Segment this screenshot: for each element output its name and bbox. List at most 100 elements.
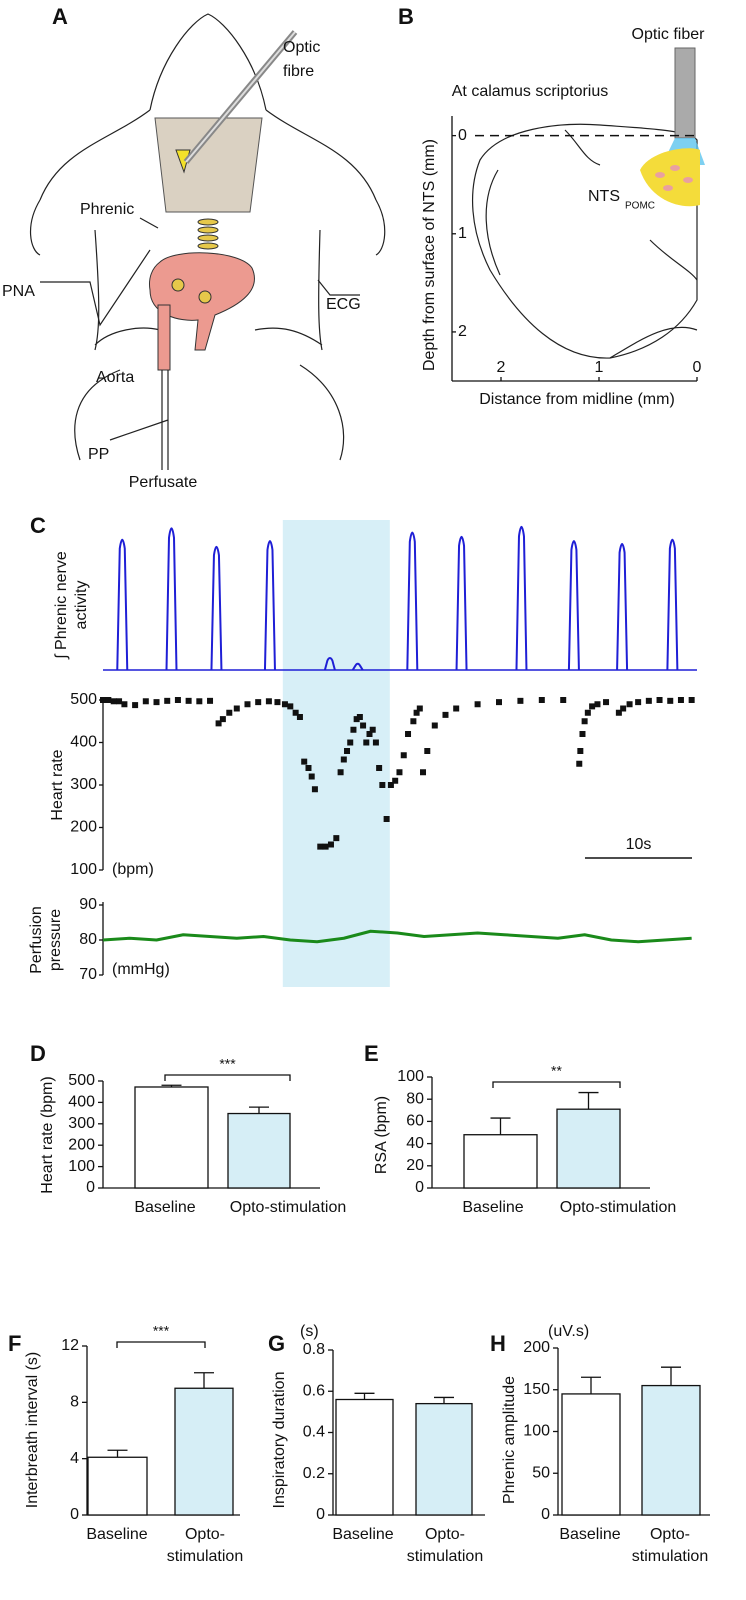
y-tick-label: 0 xyxy=(458,127,467,144)
heart-rate-point xyxy=(327,841,334,848)
heart-rate-point xyxy=(645,697,652,704)
heart-rate-point xyxy=(379,782,386,788)
panel-letter: C xyxy=(30,513,46,538)
x-tick-label: Opto- xyxy=(425,1526,465,1543)
y-tick-label: 70 xyxy=(79,966,97,983)
heart-rate-point xyxy=(347,739,354,746)
x-tick-label: stimulation xyxy=(632,1548,708,1565)
label: ECG xyxy=(326,296,361,313)
heart-rate-point xyxy=(333,835,340,842)
y-tick-label: 100 xyxy=(68,1158,95,1175)
y-tick-label: 100 xyxy=(397,1068,424,1085)
heart-rate-point xyxy=(431,722,438,729)
x-tick-label: Baseline xyxy=(462,1199,523,1216)
nts-region xyxy=(640,148,700,207)
heart-rate-point xyxy=(383,816,390,822)
y-axis-label: Interbreath interval (s) xyxy=(24,1352,41,1509)
y-tick-label: 0.6 xyxy=(303,1382,325,1399)
bar xyxy=(174,1387,234,1516)
bar xyxy=(335,1398,394,1516)
y-tick-label: 500 xyxy=(70,691,97,708)
heart-rate-point xyxy=(667,697,674,704)
heart-rate-point xyxy=(581,718,588,725)
x-tick-label: Baseline xyxy=(332,1526,393,1543)
heart-rate-point xyxy=(538,697,545,703)
bar xyxy=(134,1086,209,1189)
heart-rate-point xyxy=(413,709,420,716)
label: POMC xyxy=(625,201,655,212)
significance-label: *** xyxy=(219,1056,236,1072)
heart-rate-point xyxy=(579,731,586,737)
significance-bracket xyxy=(164,1074,291,1081)
x-tick-label: 2 xyxy=(497,359,506,376)
heart-rate-point xyxy=(121,701,128,708)
y-tick-label: 20 xyxy=(406,1157,424,1174)
bar xyxy=(463,1134,538,1189)
y-tick-label: 80 xyxy=(79,931,97,948)
y-tick-label: 200 xyxy=(68,1136,95,1153)
heart-rate-point xyxy=(369,726,376,733)
panel-letter: B xyxy=(398,4,414,29)
heart-rate-point xyxy=(305,765,312,771)
x-tick-label: 0 xyxy=(693,359,702,376)
heart-rate-point xyxy=(372,739,379,746)
x-tick-label: Baseline xyxy=(86,1526,147,1543)
heart-rate-point xyxy=(376,765,383,771)
y-tick-label: 50 xyxy=(532,1464,550,1481)
heart-rate-point xyxy=(219,716,226,723)
x-tick-label: stimulation xyxy=(167,1548,243,1565)
panel-letter: F xyxy=(8,1331,21,1356)
y-tick-label: 0 xyxy=(70,1506,79,1523)
heart-rate-point xyxy=(105,697,112,703)
unit-label: (s) xyxy=(300,1323,319,1340)
heart-rate-point xyxy=(153,699,160,706)
y-axis-label: Heart rate xyxy=(49,749,66,820)
heart-rate-point xyxy=(589,703,596,710)
heart-rate-point xyxy=(164,697,171,704)
y-tick-label: 8 xyxy=(70,1394,79,1411)
y-tick-label: 80 xyxy=(406,1090,424,1107)
pressure-line xyxy=(102,929,692,944)
y-tick-label: 0.4 xyxy=(303,1424,325,1441)
phrenic-burst xyxy=(351,662,364,671)
heart-rate-point xyxy=(453,705,460,712)
heart-rate-point xyxy=(207,697,214,704)
optic-fibre-core xyxy=(185,31,296,163)
heart-rate-point xyxy=(360,722,367,729)
brain-section xyxy=(472,47,705,359)
section-outline xyxy=(472,123,698,359)
y-tick-label: 60 xyxy=(406,1113,424,1130)
y-tick-label: 300 xyxy=(70,776,97,793)
x-tick-label: 1 xyxy=(595,359,604,376)
y-axis-label: Depth from surface of NTS (mm) xyxy=(421,139,438,371)
label: Optic fiber xyxy=(632,26,706,43)
bar xyxy=(87,1456,148,1516)
phrenic-burst xyxy=(515,525,528,671)
phrenic-burst xyxy=(116,538,129,671)
y-tick-label: 200 xyxy=(523,1339,550,1356)
y-tick-label: 100 xyxy=(523,1423,550,1440)
y-tick-label: 12 xyxy=(61,1337,79,1354)
y-axis-label: Perfusion xyxy=(28,906,45,974)
y-tick-label: 0 xyxy=(415,1179,424,1196)
significance-label: *** xyxy=(153,1323,170,1339)
y-tick-label: 90 xyxy=(79,896,97,913)
y-tick-label: 400 xyxy=(68,1094,95,1111)
phrenic-burst xyxy=(323,657,336,671)
heart-rate-point xyxy=(363,739,370,746)
y-tick-label: 0 xyxy=(86,1179,95,1196)
y-tick-label: 300 xyxy=(68,1115,95,1132)
bar xyxy=(641,1384,701,1516)
heart-rate-point xyxy=(353,716,360,723)
label: PNA xyxy=(2,283,35,300)
y-tick-label: 0 xyxy=(316,1506,325,1523)
heart-detail xyxy=(171,278,185,292)
heart-rate-point xyxy=(410,718,417,725)
heart-rate-point xyxy=(344,748,351,754)
heart-rate-point xyxy=(615,709,622,716)
heart-rate-point xyxy=(474,701,481,708)
heart-rate-point xyxy=(400,752,407,759)
heart-rate-point xyxy=(560,697,567,703)
label: PP xyxy=(88,446,109,463)
significance-bracket xyxy=(492,1081,621,1088)
